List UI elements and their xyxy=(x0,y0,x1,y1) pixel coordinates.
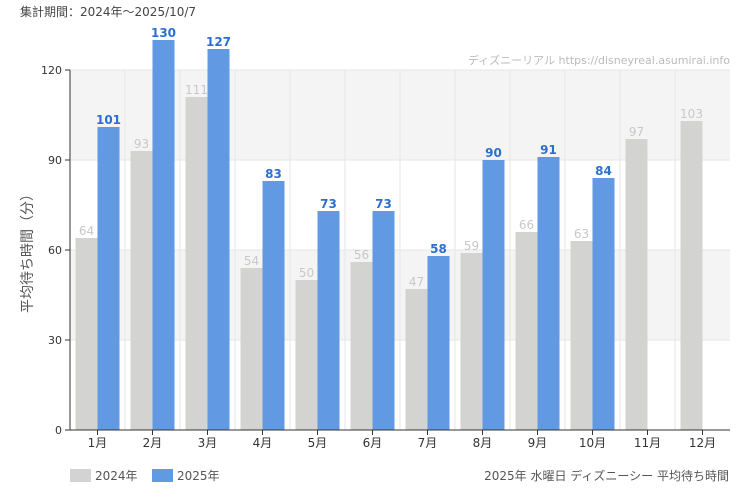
y-tick-label: 30 xyxy=(48,334,62,347)
x-tick-label: 1月 xyxy=(88,436,108,450)
data-label: 130 xyxy=(151,26,176,40)
bar-2025年 xyxy=(372,211,395,430)
bar-2025年 xyxy=(317,211,340,430)
bar-2024年 xyxy=(570,241,593,430)
x-tick-label: 5月 xyxy=(308,436,328,450)
x-tick-label: 6月 xyxy=(363,436,383,450)
data-label: 63 xyxy=(574,227,589,241)
bar-2024年 xyxy=(515,232,538,430)
data-label: 93 xyxy=(134,137,149,151)
y-tick-label: 120 xyxy=(41,64,62,77)
bar-2025年 xyxy=(427,256,450,430)
legend-swatch-2024 xyxy=(70,469,91,482)
data-label: 73 xyxy=(375,197,392,211)
x-tick-label: 10月 xyxy=(579,436,606,450)
bar-2024年 xyxy=(680,121,703,430)
legend-label-2024: 2024年 xyxy=(95,469,138,483)
data-label: 56 xyxy=(354,248,369,262)
data-label: 58 xyxy=(430,242,447,256)
y-axis-label: 平均待ち時間（分） xyxy=(20,187,36,313)
data-label: 84 xyxy=(595,164,612,178)
bar-2025年 xyxy=(152,40,175,430)
data-label: 54 xyxy=(244,254,259,268)
bar-2024年 xyxy=(240,268,263,430)
data-label: 66 xyxy=(519,218,534,232)
x-tick-label: 4月 xyxy=(253,436,273,450)
x-tick-label: 9月 xyxy=(528,436,548,450)
bar-2024年 xyxy=(185,97,208,430)
bar-2025年 xyxy=(97,127,120,430)
data-label: 127 xyxy=(206,35,231,49)
data-label: 83 xyxy=(265,167,282,181)
bar-2024年 xyxy=(75,238,98,430)
bar-2024年 xyxy=(350,262,373,430)
y-tick-label: 60 xyxy=(48,244,62,257)
x-tick-label: 12月 xyxy=(689,436,716,450)
data-label: 91 xyxy=(540,143,557,157)
bar-2024年 xyxy=(130,151,153,430)
x-tick-label: 2月 xyxy=(143,436,163,450)
x-tick-label: 8月 xyxy=(473,436,493,450)
data-label: 90 xyxy=(485,146,502,160)
bar-2025年 xyxy=(482,160,505,430)
x-tick-label: 7月 xyxy=(418,436,438,450)
data-label: 101 xyxy=(96,113,121,127)
bar-2025年 xyxy=(262,181,285,430)
y-tick-label: 90 xyxy=(48,154,62,167)
data-label: 97 xyxy=(629,125,644,139)
bar-2024年 xyxy=(460,253,483,430)
data-label: 59 xyxy=(464,239,479,253)
data-label: 103 xyxy=(680,107,703,121)
bar-2025年 xyxy=(207,49,230,430)
x-tick-label: 11月 xyxy=(634,436,661,450)
watermark: ディズニーリアル https://disneyreal.asumirai.inf… xyxy=(468,53,730,67)
bar-2025年 xyxy=(537,157,560,430)
data-label: 50 xyxy=(299,266,314,280)
legend-label-2025: 2025年 xyxy=(177,469,220,483)
bar-2024年 xyxy=(625,139,648,430)
legend: 2024年 2025年 xyxy=(70,469,220,483)
data-label: 111 xyxy=(185,83,208,97)
legend-swatch-2025 xyxy=(152,469,173,482)
x-tick-label: 3月 xyxy=(198,436,218,450)
bar-2024年 xyxy=(295,280,318,430)
data-label: 64 xyxy=(79,224,94,238)
bar-2025年 xyxy=(592,178,615,430)
data-label: 47 xyxy=(409,275,424,289)
bar-2024年 xyxy=(405,289,428,430)
footer-title: 2025年 水曜日 ディズニーシー 平均待ち時間 xyxy=(484,468,729,483)
period-label: 集計期間：2024年～2025/10/7 xyxy=(20,4,196,19)
y-tick-label: 0 xyxy=(55,424,62,437)
data-label: 73 xyxy=(320,197,337,211)
